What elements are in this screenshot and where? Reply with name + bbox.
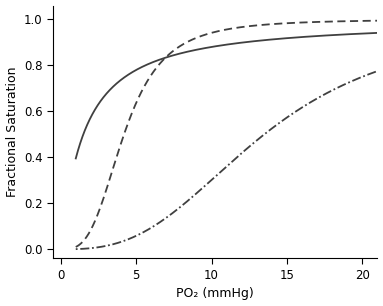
X-axis label: PO₂ (mmHg): PO₂ (mmHg) xyxy=(177,287,254,300)
Y-axis label: Fractional Saturation: Fractional Saturation xyxy=(6,67,18,197)
